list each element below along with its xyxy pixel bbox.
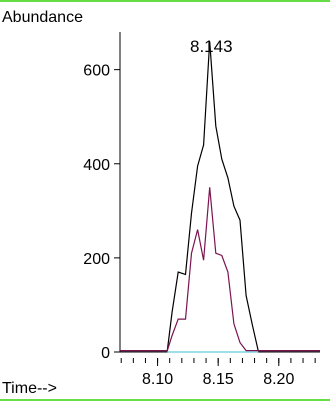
y-tick-label: 400 xyxy=(83,157,110,174)
series-line-2 xyxy=(120,187,320,352)
x-tick-label: 8.10 xyxy=(142,371,173,388)
y-axis-label: Abundance xyxy=(2,9,83,26)
x-axis-label: Time--> xyxy=(2,380,57,397)
peak-annotation: 8.143 xyxy=(190,37,233,56)
series-line-1 xyxy=(120,41,320,352)
y-tick-label: 200 xyxy=(83,251,110,268)
axes xyxy=(119,32,320,353)
x-tick-label: 8.15 xyxy=(203,371,234,388)
series-group xyxy=(120,41,320,353)
y-tick-label: 0 xyxy=(101,345,110,362)
axis-ticks: 0 200 400 600 8.10 8.15 8.20 xyxy=(83,63,316,388)
y-tick-label: 600 xyxy=(83,63,110,80)
x-tick-label: 8.20 xyxy=(263,371,294,388)
